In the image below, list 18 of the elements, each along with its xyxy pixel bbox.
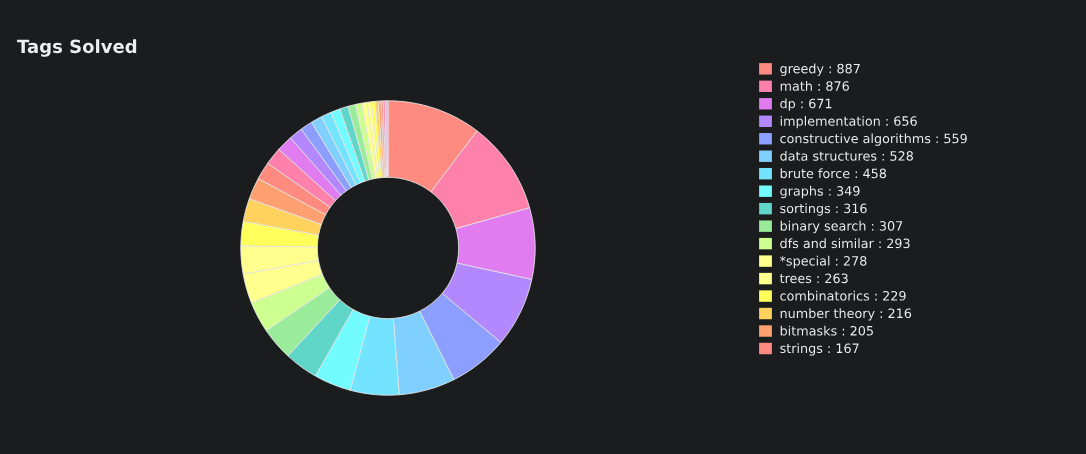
legend-label: dfs and similar : 293 — [780, 238, 910, 249]
legend-label: *special : 278 — [779, 255, 867, 269]
legend-label: binary search : 307 — [780, 220, 903, 234]
legend-label: strings : 167 — [780, 343, 859, 356]
legend-label: greedy : 887 — [780, 63, 860, 76]
legend-label: graphs : 349 — [780, 185, 860, 199]
legend-label: brute force : 458 — [780, 168, 887, 179]
legend-label: dp : 671 — [780, 98, 832, 111]
legend-label: combinatorics : 229 — [780, 290, 906, 301]
legend-label: constructive algorithms : 559 — [780, 133, 967, 146]
legend-label: trees : 263 — [779, 273, 848, 284]
legend-label: bitmasks : 205 — [780, 325, 873, 336]
legend-label: sortings : 316 — [780, 203, 867, 216]
legend-label: number theory : 216 — [780, 308, 912, 321]
text: Tags Solved — [17, 39, 137, 57]
legend-label: math : 876 — [780, 80, 849, 91]
legend-label: implementation : 656 — [780, 115, 917, 129]
legend-label: data structures : 528 — [780, 150, 913, 161]
